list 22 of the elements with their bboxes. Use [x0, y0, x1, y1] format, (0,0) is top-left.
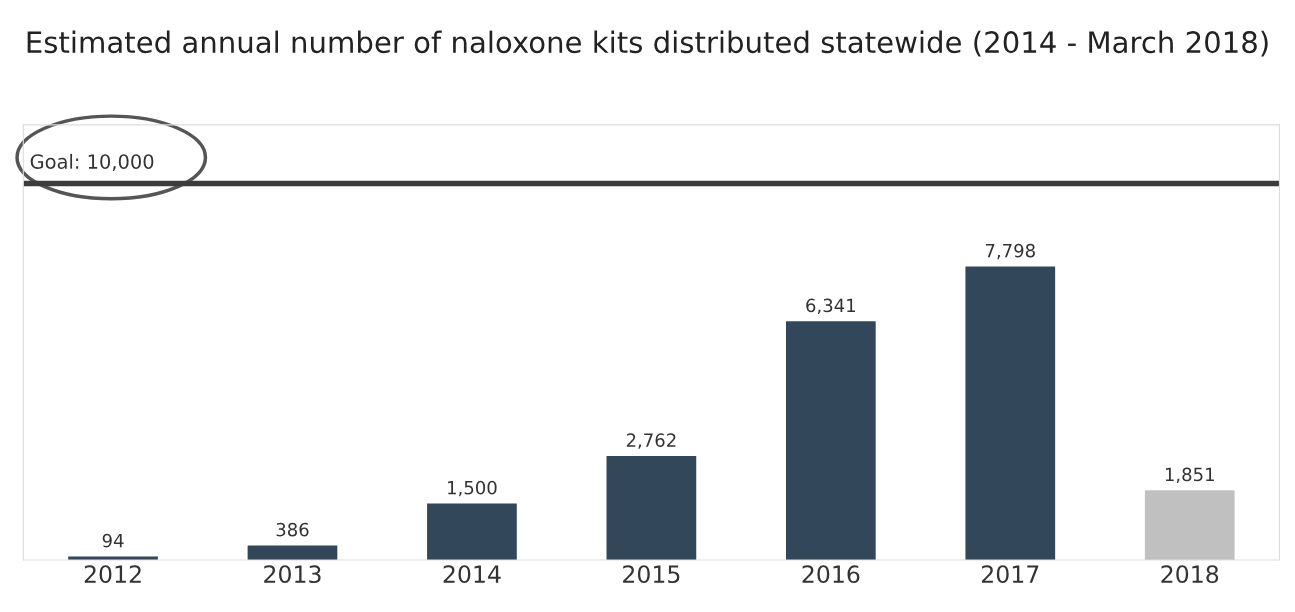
- data-label: 1,500: [448, 480, 497, 497]
- data-label: 1,851: [1165, 467, 1214, 484]
- x-tick-label: 2013: [264, 565, 321, 584]
- x-tick-label: 2018: [1161, 565, 1219, 584]
- x-tick-label: 2015: [623, 565, 680, 584]
- bar: [606, 456, 697, 560]
- ref-line-label: Goal: 10,000: [30, 153, 154, 171]
- chart-title: Estimated annual number of naloxone kits distributed statewide (2014 - March 2018): [27, 30, 1268, 57]
- x-tick-label: 2016: [802, 565, 860, 584]
- data-label: 6,341: [806, 298, 856, 315]
- bar: [1144, 490, 1235, 560]
- x-tick-label: 2017: [981, 565, 1039, 584]
- bar: [247, 545, 338, 560]
- bar: [427, 503, 517, 560]
- data-label: 7,798: [985, 243, 1035, 260]
- x-tick-label: 2012: [84, 565, 141, 584]
- data-label: 2,762: [626, 433, 676, 449]
- data-label: 386: [276, 522, 309, 537]
- bar: [785, 321, 876, 560]
- data-label: 94: [102, 533, 124, 548]
- bar: [965, 266, 1056, 560]
- x-tick-label: 2014: [443, 565, 501, 584]
